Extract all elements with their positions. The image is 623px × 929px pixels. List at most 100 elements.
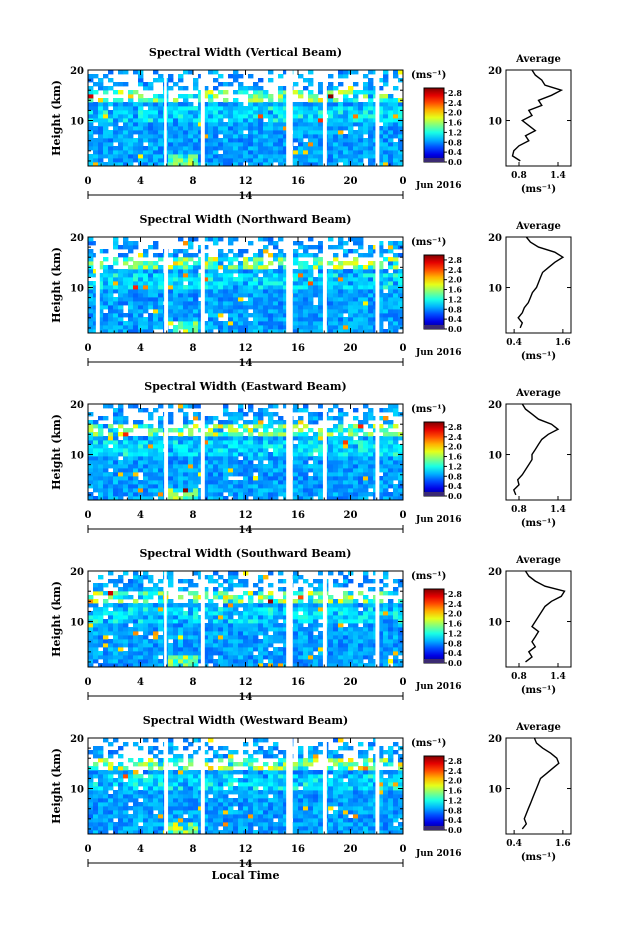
- heatmap-cell: [258, 325, 264, 330]
- heatmap-cell: [208, 94, 214, 99]
- heatmap-cell: [278, 265, 284, 270]
- heatmap-cell: [233, 253, 239, 258]
- heatmap-cell: [368, 305, 374, 310]
- heatmap-cell: [328, 432, 334, 437]
- heatmap-cell: [153, 651, 159, 656]
- heatmap-cell: [98, 432, 104, 437]
- heatmap-cell: [88, 492, 94, 497]
- heatmap-cell: [128, 146, 134, 151]
- heatmap-cell: [283, 579, 289, 584]
- heatmap-cell: [208, 432, 214, 437]
- heatmap-cell: [298, 408, 304, 413]
- heatmap-cell: [188, 619, 194, 624]
- heatmap-cell: [328, 325, 334, 330]
- heatmap-cell: [263, 293, 269, 298]
- heatmap-cell: [388, 492, 394, 497]
- heatmap-cell: [158, 420, 164, 425]
- heatmap-cell: [183, 261, 189, 266]
- heatmap-cell: [233, 575, 239, 580]
- heatmap-cell: [278, 114, 284, 119]
- heatmap-cell: [388, 122, 394, 127]
- heatmap-cell: [223, 460, 229, 465]
- heatmap-cell: [233, 496, 239, 501]
- heatmap-cell: [133, 293, 139, 298]
- heatmap-cell: [338, 281, 344, 286]
- heatmap-cell: [218, 484, 224, 489]
- heatmap-cell: [183, 313, 189, 318]
- heatmap-cell: [273, 655, 279, 660]
- heatmap-cell: [303, 492, 309, 497]
- heatmap-cell: [228, 587, 234, 592]
- heatmap-cell: [218, 488, 224, 493]
- heatmap-cell: [398, 496, 404, 501]
- heatmap-cell: [158, 321, 164, 326]
- heatmap-cell: [143, 154, 149, 159]
- heatmap-cell: [263, 448, 269, 453]
- heatmap-cell: [148, 277, 154, 282]
- heatmap-cell: [243, 142, 249, 147]
- heatmap-cell: [278, 154, 284, 159]
- heatmap-cell: [333, 623, 339, 628]
- heatmap-cell: [193, 643, 199, 648]
- heatmap-cell: [178, 297, 184, 302]
- heatmap-cell: [293, 130, 299, 135]
- heatmap-cell: [358, 142, 364, 147]
- heatmap-cell: [173, 301, 179, 306]
- heatmap-cell: [313, 94, 319, 99]
- heatmap-cell: [293, 249, 299, 254]
- heatmap-cell: [343, 70, 349, 75]
- heatmap-cell: [283, 305, 289, 310]
- heatmap-cell: [88, 647, 94, 652]
- heatmap-cell: [113, 309, 119, 314]
- heatmap-cell: [103, 607, 109, 612]
- heatmap-cell: [153, 456, 159, 461]
- heatmap-cell: [238, 619, 244, 624]
- heatmap-cell: [298, 154, 304, 159]
- heatmap-cell: [173, 285, 179, 290]
- heatmap-cell: [308, 146, 314, 151]
- heatmap-cell: [348, 492, 354, 497]
- heatmap-cell: [363, 432, 369, 437]
- heatmap-cell: [218, 74, 224, 79]
- heatmap-cell: [248, 313, 254, 318]
- heatmap-cell: [358, 444, 364, 449]
- heatmap-cell: [268, 440, 274, 445]
- heatmap-cell: [148, 643, 154, 648]
- heatmap-cell: [158, 305, 164, 310]
- heatmap-cell: [258, 464, 264, 469]
- heatmap-cell: [318, 404, 324, 409]
- heatmap-cell: [93, 452, 99, 457]
- heatmap-cell: [253, 134, 259, 139]
- heatmap-cell: [203, 440, 209, 445]
- heatmap-cell: [318, 496, 324, 501]
- heatmap-cell: [148, 496, 154, 501]
- heatmap-cell: [338, 245, 344, 250]
- heatmap-cell: [253, 492, 259, 497]
- heatmap-cell: [268, 571, 274, 576]
- heatmap-cell: [98, 643, 104, 648]
- heatmap-cell: [218, 643, 224, 648]
- heatmap-cell: [188, 623, 194, 628]
- heatmap-cell: [318, 488, 324, 493]
- heatmap-cell: [298, 285, 304, 290]
- heatmap-cell: [208, 162, 214, 167]
- heatmap-cell: [203, 492, 209, 497]
- heatmap-cell: [243, 150, 249, 155]
- y-tick-label: 20: [70, 233, 84, 244]
- heatmap-cell: [368, 452, 374, 457]
- heatmap-cell: [233, 70, 239, 75]
- heatmap-cell: [358, 448, 364, 453]
- heatmap-cell: [153, 150, 159, 155]
- heatmap-cell: [143, 285, 149, 290]
- heatmap-cell: [308, 659, 314, 664]
- heatmap-cell: [293, 90, 299, 95]
- heatmap-cell: [383, 428, 389, 433]
- heatmap-cell: [248, 655, 254, 660]
- heatmap-cell: [228, 134, 234, 139]
- heatmap-cell: [318, 269, 324, 274]
- heatmap-cell: [398, 253, 404, 258]
- heatmap-cell: [328, 635, 334, 640]
- heatmap-cell: [228, 142, 234, 147]
- heatmap-cell: [218, 611, 224, 616]
- heatmap-cell: [153, 480, 159, 485]
